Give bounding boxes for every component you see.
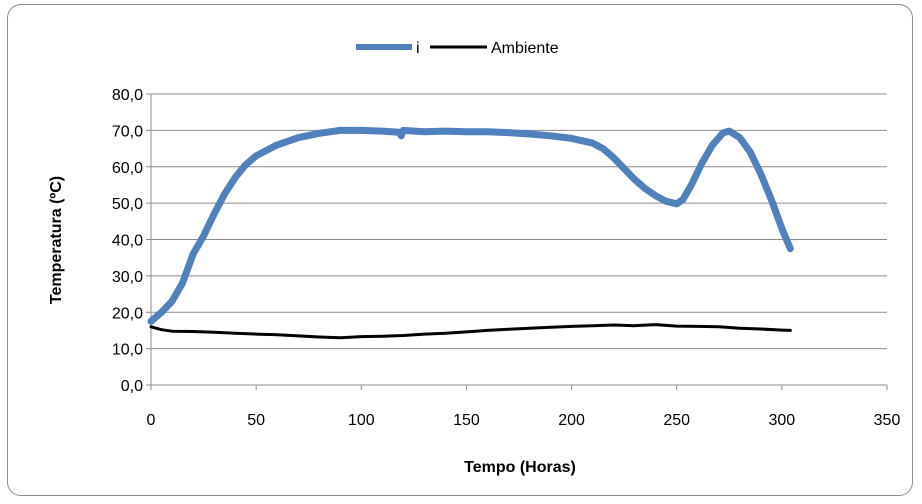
y-tick-label: 70,0 [112, 123, 143, 140]
x-tick-label: 200 [558, 412, 585, 429]
legend-label: i [416, 40, 420, 57]
y-tick-label: 60,0 [112, 160, 143, 177]
y-tick-label: 20,0 [112, 305, 143, 322]
gridlines [151, 93, 887, 350]
series-lines [147, 126, 794, 340]
series-line-ambiente [149, 323, 792, 340]
y-tick-label: 40,0 [112, 233, 143, 250]
y-tick-label: 0,0 [121, 378, 143, 395]
x-axis-title: Tempo (Horas) [464, 459, 576, 476]
x-tick-labels: 0 50 100 150 200 250 300 350 [147, 412, 901, 429]
y-tick-labels: 0,0 10,0 20,0 30,0 40,0 50,0 60,0 70,0 80,0 [112, 87, 143, 395]
y-axis-title: Temperatura (ºC) [48, 176, 65, 304]
y-tick-label: 30,0 [112, 269, 143, 286]
x-tick-label: 0 [147, 412, 156, 429]
y-tick-label: 10,0 [112, 342, 143, 359]
x-tick-label: 50 [247, 412, 265, 429]
legend-label: Ambiente [491, 40, 559, 57]
x-tick-label: 150 [453, 412, 480, 429]
y-tick-label: 80,0 [112, 87, 143, 104]
series-line-i [147, 126, 794, 325]
x-tick-label: 350 [874, 412, 901, 429]
axes [146, 93, 888, 390]
x-tick-label: 300 [769, 412, 796, 429]
x-tick-label: 100 [348, 412, 375, 429]
chart-frame [7, 4, 913, 496]
x-tick-label: 250 [663, 412, 690, 429]
y-tick-label: 50,0 [112, 196, 143, 213]
legend: i Ambiente [356, 40, 559, 57]
